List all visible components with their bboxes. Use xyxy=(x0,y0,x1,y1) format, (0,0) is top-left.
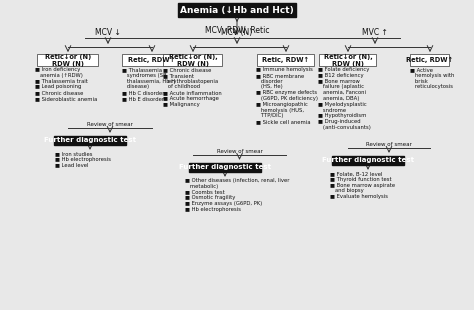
FancyBboxPatch shape xyxy=(178,3,296,17)
FancyBboxPatch shape xyxy=(410,54,449,66)
Text: Anemia (↓Hb and Hct): Anemia (↓Hb and Hct) xyxy=(180,6,294,15)
FancyBboxPatch shape xyxy=(319,54,376,66)
Text: ■ Chronic disease
■ Transient
   erythroblastopenia
   of childhood
■ Acute infl: ■ Chronic disease ■ Transient erythrobla… xyxy=(163,67,222,107)
Text: ■ Folate deficiency
■ B12 deficiency
■ Bone marrow
   failure (aplastic
   anemi: ■ Folate deficiency ■ B12 deficiency ■ B… xyxy=(318,67,371,130)
FancyBboxPatch shape xyxy=(122,54,182,66)
Text: Retic, RDW↑: Retic, RDW↑ xyxy=(263,57,310,63)
Text: ■ Active
   hemolysis with
   brisk
   reticulocytosis: ■ Active hemolysis with brisk reticulocy… xyxy=(410,67,455,89)
FancyBboxPatch shape xyxy=(257,54,315,66)
Text: Retic↓or (N)
RDW (N): Retic↓or (N) RDW (N) xyxy=(45,53,91,67)
Text: MCV ↓: MCV ↓ xyxy=(95,28,121,37)
Text: ■ Folate, B-12 level
■ Thyroid function test
■ Bone marrow aspirate
   and biops: ■ Folate, B-12 level ■ Thyroid function … xyxy=(330,171,395,199)
Text: Retic↓or (N),
RDW (N): Retic↓or (N), RDW (N) xyxy=(324,53,373,67)
Text: Review of smear: Review of smear xyxy=(217,149,263,154)
Text: Retic↓or (N),
RDW (N): Retic↓or (N), RDW (N) xyxy=(169,53,218,67)
Text: ■ Iron deficiency
   anemia (↑RDW)
■ Thalassemia trait
■ Lead poisoning
■ Chroni: ■ Iron deficiency anemia (↑RDW) ■ Thalas… xyxy=(35,67,97,101)
Text: MVC ↑: MVC ↑ xyxy=(362,28,388,37)
Text: ■ Other diseases (infection, renal, liver
   metabolic)
■ Coombs test
■ Osmotic : ■ Other diseases (infection, renal, live… xyxy=(185,178,290,212)
Text: Review of smear: Review of smear xyxy=(366,142,412,147)
FancyBboxPatch shape xyxy=(37,54,99,66)
Text: ■ Iron studies
■ Hb electrophoresis
■ Lead level: ■ Iron studies ■ Hb electrophoresis ■ Le… xyxy=(55,151,111,168)
Text: Review of smear: Review of smear xyxy=(87,122,133,127)
Text: ■ Immune hemolysis
■ RBC membrane
   disorder
   (HS, He)
■ RBC enzyme defects
 : ■ Immune hemolysis ■ RBC membrane disord… xyxy=(256,67,318,124)
Text: Retic, RDW↑: Retic, RDW↑ xyxy=(128,57,175,63)
FancyBboxPatch shape xyxy=(164,54,222,66)
FancyBboxPatch shape xyxy=(54,135,126,144)
Text: Further diagnostic test: Further diagnostic test xyxy=(179,164,271,170)
Text: MCV (N): MCV (N) xyxy=(221,28,253,37)
Text: ■ Thalassemia
   syndromes (SB
   thalassemia, Hb H
   disease)
■ Hb C disorders: ■ Thalassemia syndromes (SB thalassemia,… xyxy=(122,67,175,101)
Text: MCV, RDW, Retic: MCV, RDW, Retic xyxy=(205,26,269,35)
FancyBboxPatch shape xyxy=(332,156,404,165)
Text: Further diagnostic test: Further diagnostic test xyxy=(44,137,136,143)
FancyBboxPatch shape xyxy=(189,162,261,171)
Text: Further diagnostic test: Further diagnostic test xyxy=(322,157,414,163)
Text: Retic, RDW↑: Retic, RDW↑ xyxy=(407,57,454,63)
